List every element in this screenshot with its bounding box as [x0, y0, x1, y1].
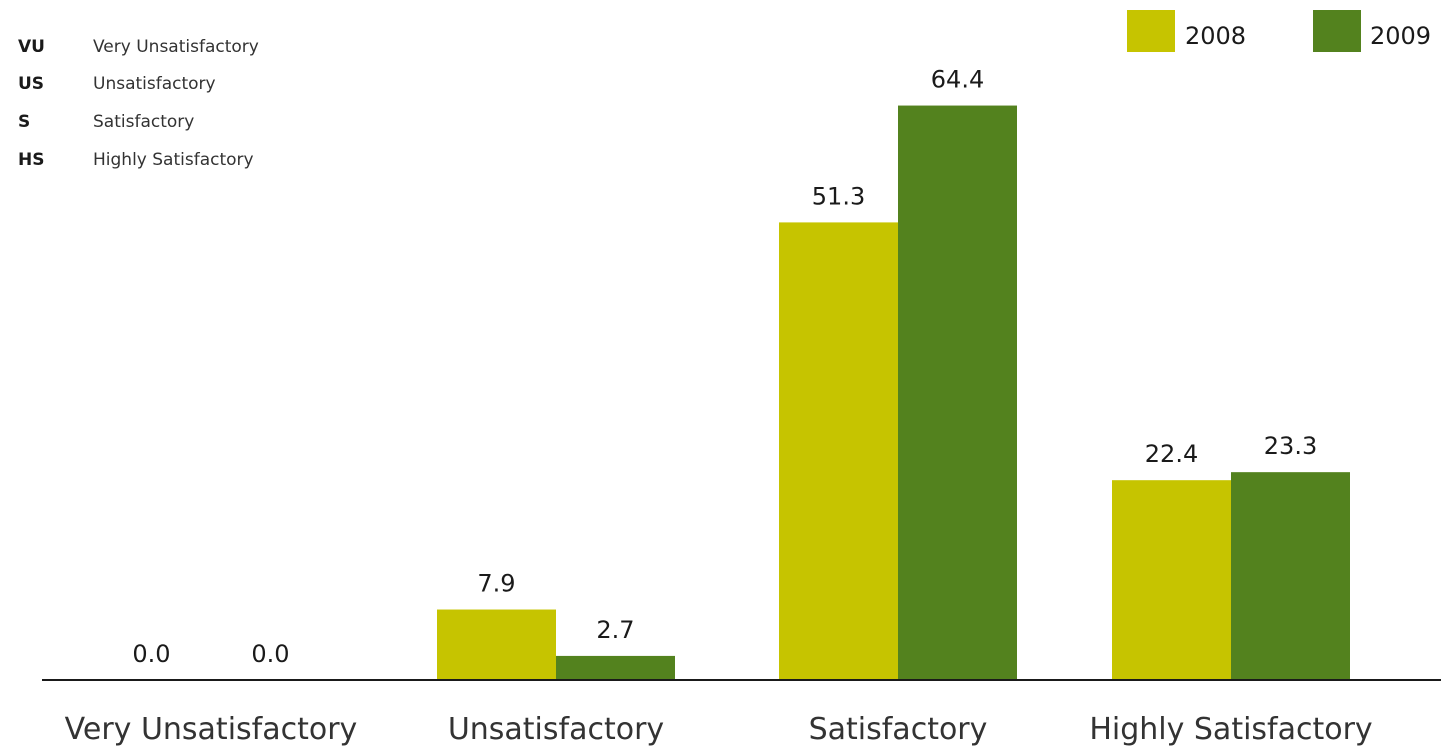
- value-labels: 0.0 0.0 7.9 2.7 51.3 64.4 22.4 23.3: [132, 66, 1317, 668]
- abbreviation-meaning: Satisfactory: [93, 112, 194, 132]
- value-label-2009-2: 64.4: [931, 66, 984, 94]
- abbreviation-meaning: Highly Satisfactory: [93, 150, 254, 170]
- abbreviation-code: HS: [18, 150, 44, 170]
- category-label: Satisfactory: [809, 712, 988, 747]
- abbreviation-key: VU Very Unsatisfactory US Unsatisfactory S Sa…: [18, 37, 259, 170]
- value-label-2009-3: 23.3: [1264, 432, 1317, 460]
- bars: [437, 105, 1350, 681]
- value-label-2009-1: 2.7: [596, 616, 634, 644]
- value-label-2008-1: 7.9: [477, 570, 515, 598]
- category-label: Unsatisfactory: [448, 712, 664, 747]
- category-label: Highly Satisfactory: [1089, 712, 1372, 747]
- bar-2009-1: [556, 655, 675, 680]
- legend-label-2009: 2009: [1370, 22, 1431, 50]
- bar-2009-2: [898, 105, 1017, 680]
- value-label-2009-0: 0.0: [251, 640, 289, 668]
- legend: 2008 2009: [1127, 10, 1431, 52]
- bar-2008-2: [779, 222, 898, 681]
- abbreviation-meaning: Very Unsatisfactory: [93, 37, 259, 57]
- legend-swatch-2009: [1313, 10, 1361, 52]
- value-label-2008-2: 51.3: [812, 182, 865, 210]
- bar-2009-3: [1231, 472, 1350, 680]
- bar-2008-1: [437, 609, 556, 680]
- abbreviation-code: US: [18, 74, 44, 94]
- legend-label-2008: 2008: [1185, 22, 1246, 50]
- abbreviation-code: S: [18, 112, 30, 132]
- category-label: Very Unsatisfactory: [65, 712, 358, 747]
- legend-swatch-2008: [1127, 10, 1175, 52]
- category-labels: Very Unsatisfactory Unsatisfactory Satisfa…: [65, 712, 1373, 747]
- value-label-2008-3: 22.4: [1145, 440, 1198, 468]
- value-label-2008-0: 0.0: [132, 640, 170, 668]
- abbreviation-meaning: Unsatisfactory: [93, 74, 216, 94]
- abbreviation-code: VU: [18, 37, 45, 57]
- bar-2008-3: [1112, 480, 1231, 680]
